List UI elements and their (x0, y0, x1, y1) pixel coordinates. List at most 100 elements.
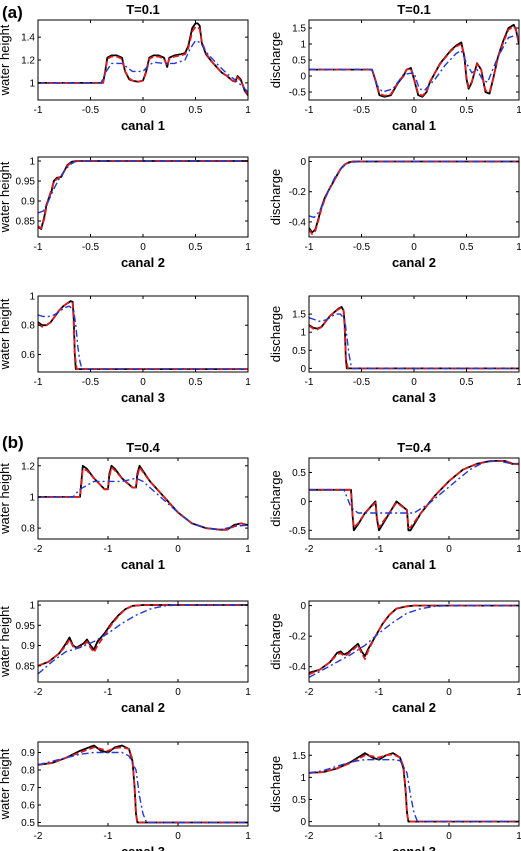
chart-7: -2 -1 0 1 0.8 1 1.2 canal 1 water height T=0.4 (0, 440, 251, 572)
x-tick-label: 0 (140, 105, 146, 116)
series-line-black (38, 160, 248, 230)
y-axis-label: water height (0, 606, 12, 678)
y-axis-label: discharge (268, 306, 283, 362)
y-tick-label: -0.4 (289, 662, 307, 673)
series-group (309, 23, 519, 98)
chart-title: T=0.4 (397, 440, 431, 455)
x-tick-label: -1 (375, 687, 384, 698)
x-axis-label: canal 1 (392, 557, 436, 572)
y-tick-label: 0 (300, 497, 306, 508)
x-tick-label: 1 (245, 105, 251, 116)
series-line-blue (38, 751, 248, 824)
y-axis-label: water height (0, 748, 12, 820)
y-tick-label: 0.85 (16, 661, 36, 672)
x-tick-label: -1 (305, 242, 314, 253)
chart-9: -2 -1 0 1 0.85 0.9 0.95 1 canal 2 water height (0, 600, 251, 715)
x-tick-label: 0 (411, 377, 417, 388)
x-tick-label: 0.5 (460, 242, 474, 253)
x-tick-label: 1 (245, 687, 251, 698)
series-line-red (38, 466, 248, 531)
axes-box (37, 457, 249, 540)
series-line-blue (38, 305, 248, 370)
x-axis-label: canal 1 (121, 557, 165, 572)
series-line-black (309, 160, 519, 234)
x-tick-label: 0 (175, 544, 181, 555)
y-tick-label: 1 (29, 157, 35, 168)
panel-label-a: (a) (2, 3, 23, 22)
x-tick-label: 0 (446, 831, 452, 842)
series-line-blue (309, 759, 519, 823)
x-tick-label: 0 (175, 687, 181, 698)
panel-label-b: (b) (2, 433, 24, 452)
x-tick-label: 1 (245, 377, 251, 388)
y-tick-label: 0.6 (21, 801, 35, 812)
y-tick-label: -0.2 (289, 187, 307, 198)
x-tick-label: 0 (411, 242, 417, 253)
series-group (309, 604, 519, 679)
y-tick-label: 1 (29, 78, 35, 89)
axes-box (308, 457, 520, 540)
x-tick-label: -0.5 (353, 105, 371, 116)
chart-8: -2 -1 0 1 -0.5 0 0.5 canal 1 discharge T=0.4 (268, 440, 521, 572)
x-axis-label: canal 2 (121, 700, 165, 715)
series-line-blue (309, 604, 519, 679)
x-tick-label: -1 (34, 105, 43, 116)
y-tick-label: 0.8 (21, 524, 35, 535)
chart-3: -1 -0.5 0 0.5 1 0.85 0.9 0.95 1 canal 2 water heig… (0, 156, 251, 270)
series-line-red (38, 160, 248, 230)
y-axis-label: water height (0, 463, 12, 535)
y-tick-label: 1.2 (21, 461, 35, 472)
x-tick-label: 0 (446, 687, 452, 698)
y-tick-label: 0.9 (21, 197, 35, 208)
y-tick-label: 0.5 (292, 795, 306, 806)
series-line-red (38, 25, 248, 95)
x-tick-label: -1 (34, 242, 43, 253)
x-tick-label: -1 (375, 831, 384, 842)
y-tick-label: 0.5 (292, 468, 306, 479)
y-tick-label: -0.5 (289, 526, 307, 537)
x-tick-label: 0 (411, 105, 417, 116)
x-tick-label: 1 (516, 242, 521, 253)
x-tick-label: 0.5 (189, 105, 203, 116)
y-tick-label: 1.4 (21, 33, 35, 44)
y-tick-label: 0.9 (21, 641, 35, 652)
series-group (38, 604, 248, 675)
x-tick-label: -2 (305, 831, 314, 842)
x-tick-label: -1 (34, 377, 43, 388)
axes-box (37, 600, 249, 683)
chart-title: T=0.1 (126, 2, 160, 17)
x-axis-label: canal 3 (121, 390, 165, 405)
x-tick-label: 0.5 (460, 377, 474, 388)
chart-title: T=0.4 (126, 440, 160, 455)
x-tick-label: -2 (305, 687, 314, 698)
y-tick-label: 1.5 (292, 310, 306, 321)
x-tick-label: -2 (34, 831, 43, 842)
series-line-black (38, 300, 248, 371)
x-tick-label: -2 (34, 687, 43, 698)
axes-box (308, 741, 520, 827)
chart-6: -1 -0.5 0 0.5 1 0 0.5 1 1.5 canal 3 discharge (268, 295, 521, 405)
x-tick-label: 1 (245, 544, 251, 555)
series-line-black (309, 459, 519, 532)
y-tick-label: 1.5 (292, 24, 306, 35)
x-tick-label: -0.5 (353, 242, 371, 253)
series-line-red (309, 459, 519, 529)
series-group (38, 464, 248, 531)
chart-5: -1 -0.5 0 0.5 1 0.6 0.8 1 canal 3 water height (0, 292, 251, 406)
axes-box (308, 19, 520, 101)
y-tick-label: 0.9 (21, 748, 35, 759)
x-tick-label: -1 (104, 544, 113, 555)
x-axis-label: canal 3 (392, 390, 436, 405)
chart-11: -2 -1 0 1 0.5 0.6 0.7 0.8 0.9 canal 3 water height (0, 741, 251, 851)
series-line-black (38, 604, 248, 667)
y-tick-label: 0.5 (292, 346, 306, 357)
series-line-blue (309, 313, 519, 370)
series-line-blue (309, 460, 519, 514)
y-axis-label: discharge (268, 613, 283, 669)
x-axis-label: canal 2 (392, 255, 436, 270)
series-group (309, 459, 519, 532)
y-tick-label: 0 (300, 817, 306, 828)
y-tick-label: 0.95 (16, 621, 36, 632)
series-line-red (309, 306, 519, 370)
